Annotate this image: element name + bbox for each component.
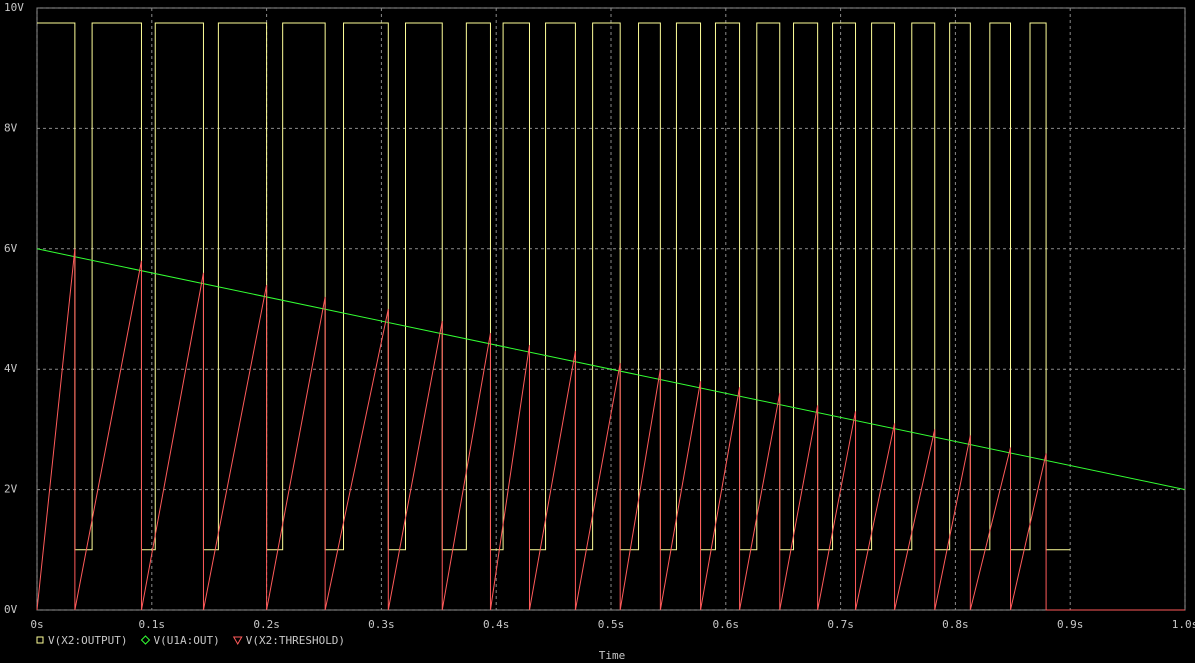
y-tick-label: 0V [4, 603, 18, 616]
x-tick-label: 0.7s [827, 618, 854, 631]
x-tick-label: 0.6s [713, 618, 740, 631]
y-tick-label: 6V [4, 242, 18, 255]
x-tick-label: 0.1s [139, 618, 166, 631]
legend-label: V(X2:THRESHOLD) [246, 634, 345, 647]
y-tick-label: 4V [4, 362, 18, 375]
legend-marker [140, 635, 151, 645]
x-tick-label: 0.9s [1057, 618, 1084, 631]
y-tick-label: 8V [4, 121, 18, 134]
series-line [36, 248, 1185, 611]
y-tick-label: 2V [4, 483, 18, 496]
x-axis-label: Time [599, 649, 626, 662]
x-tick-label: 0.4s [483, 618, 510, 631]
x-tick-label: 0.8s [942, 618, 969, 631]
series-line [36, 248, 1186, 491]
x-tick-label: 0.2s [253, 618, 280, 631]
legend-marker [36, 636, 44, 644]
x-tick-label: 0s [30, 618, 43, 631]
legend-label: V(X2:OUTPUT) [48, 634, 127, 647]
x-tick-label: 0.5s [598, 618, 625, 631]
legend-label: V(U1A:OUT) [153, 634, 219, 647]
series-line [37, 22, 1071, 551]
y-tick-label: 10V [4, 1, 24, 14]
legend-marker [232, 636, 243, 646]
x-tick-label: 1.0s [1172, 618, 1195, 631]
x-tick-label: 0.3s [368, 618, 395, 631]
